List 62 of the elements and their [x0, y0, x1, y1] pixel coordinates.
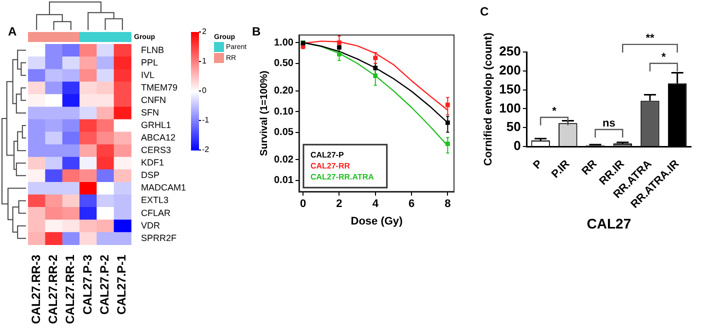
annotation: *	[552, 105, 558, 118]
y-tick-label: TMEM79	[140, 82, 178, 92]
text: CAL27-P	[310, 150, 344, 160]
x-tick-label: P	[531, 158, 545, 172]
y-tick-label: ABCA12	[140, 132, 176, 143]
y-tick-label: 250	[499, 44, 521, 59]
y-tick-label: EXTL3	[140, 195, 169, 206]
x-tick-label: 0	[300, 198, 306, 210]
y-tick-label: 0	[514, 138, 521, 154]
y-tick-label: 0.20	[274, 86, 294, 97]
y-tick-label: 0.05	[274, 127, 294, 138]
y-tick-label: SFN	[140, 107, 159, 118]
y-tick-label: MADCAM1	[140, 182, 186, 193]
x-tick-label: RR	[580, 158, 600, 178]
y-tick-label: PPL	[140, 57, 158, 68]
x-tick-label: CAL27.P-1	[114, 254, 129, 315]
y-tick-label: 200	[499, 62, 521, 78]
y-tick-label: GRHL1	[140, 120, 172, 130]
color-bar-label: -2	[202, 145, 210, 154]
x-tick-label: CAL27.RR-3	[28, 254, 43, 324]
y-tick-label: 0.02	[274, 154, 294, 166]
chart-title: A	[8, 24, 17, 38]
x-tick-label: 2	[336, 198, 342, 210]
y-axis-title: Cornified envelop (count)	[482, 32, 495, 166]
text: CAL27-RR	[310, 161, 350, 170]
color-bar-label: -1	[202, 116, 210, 125]
x-tick-label: CAL27.RR-1	[63, 254, 78, 324]
y-tick-label: CERS3	[140, 145, 172, 156]
y-tick-label: 100	[499, 100, 521, 116]
x-tick-label: CAL27.P-3	[80, 254, 94, 315]
text: CAL27-RR.ATRA	[310, 172, 374, 182]
y-tick-label: KDF1	[140, 158, 164, 168]
x-axis-title: Dose (Gy)	[350, 215, 404, 228]
y-tick-label: CFLAR	[140, 208, 171, 218]
x-tick-label: 4	[372, 198, 380, 210]
y-tick-label: DSP	[140, 170, 160, 180]
y-tick-label: VDR	[140, 220, 160, 230]
y-tick-label: SPRR2F	[140, 232, 178, 243]
color-bar-label: 0	[202, 86, 207, 96]
y-tick-label: 150	[499, 81, 521, 96]
y-tick-label: 1.00	[274, 37, 294, 48]
chart-title: C	[480, 4, 489, 18]
y-tick-label: 0.10	[274, 106, 294, 118]
y-tick-label: IVL	[140, 70, 155, 80]
chart-title: B	[252, 24, 261, 38]
annotation: *	[662, 51, 667, 64]
x-tick-label: 8	[444, 198, 451, 210]
color-bar-label: 1	[202, 56, 207, 66]
y-tick-label: 0.01	[274, 175, 294, 186]
x-tick-label: CAL27.P-2	[98, 254, 112, 315]
text: **	[646, 32, 655, 44]
y-axis-title: Survival (1=100%)	[258, 70, 270, 156]
x-axis-title: CAL27	[586, 215, 632, 232]
y-tick-label: 50	[506, 119, 521, 134]
annotation: ns	[602, 117, 616, 130]
y-tick-label: 0.50	[274, 58, 294, 70]
x-tick-label: CAL27.RR-2	[46, 254, 60, 324]
color-bar-label: 2	[202, 27, 207, 36]
y-tick-label: FLNB	[140, 44, 164, 55]
x-tick-label: P.IR	[550, 158, 572, 181]
x-tick-label: 6	[408, 198, 415, 210]
y-tick-label: CNFN	[140, 94, 166, 105]
